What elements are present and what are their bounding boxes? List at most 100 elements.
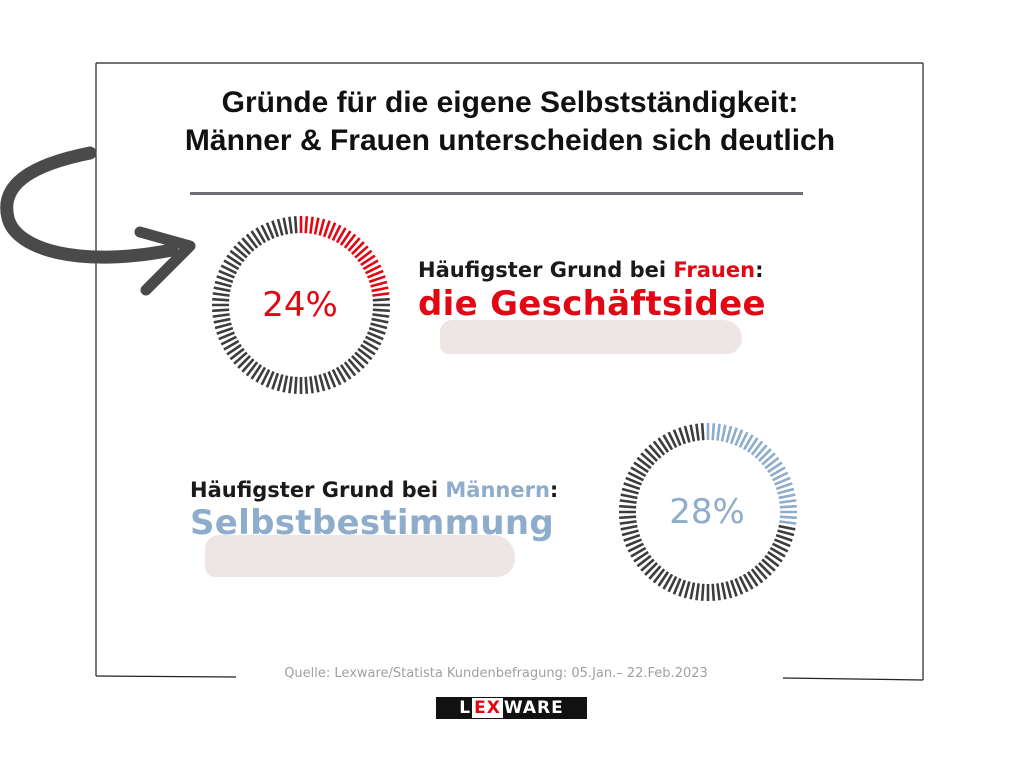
donut-segment-rest-women xyxy=(354,351,369,365)
donut-segment-rest-men xyxy=(695,583,700,601)
donut-segment-rest-women xyxy=(293,376,298,394)
donut-segment-value-men xyxy=(729,427,738,445)
heading-men: Häufigster Grund bei Männern: xyxy=(190,478,558,502)
donut-segment-rest-women xyxy=(372,313,390,318)
donut-segment-rest-men xyxy=(619,499,637,504)
logo-part-3: WARE xyxy=(503,698,564,718)
donut-segment-rest-men xyxy=(769,546,786,558)
donut-segment-rest-women xyxy=(271,372,280,390)
title-divider xyxy=(190,192,803,195)
donut-segment-rest-men xyxy=(742,573,754,590)
donut-segment-value-women xyxy=(335,227,347,244)
donut-segment-rest-men xyxy=(621,529,639,537)
donut-segment-rest-men xyxy=(678,427,687,445)
donut-segment-value-women xyxy=(360,254,376,267)
donut-segment-value-men xyxy=(734,429,744,446)
donut-segment-rest-women xyxy=(214,322,232,330)
donut-segment-rest-women xyxy=(350,354,365,369)
donut-segment-rest-women xyxy=(265,371,275,388)
donut-segment-value-men xyxy=(742,434,754,451)
donut-segment-rest-women xyxy=(245,233,259,249)
donut-segment-rest-women xyxy=(229,347,245,361)
donut-segment-value-women xyxy=(350,241,365,256)
donut-segment-rest-women xyxy=(218,269,235,279)
donut-segment-rest-men xyxy=(672,429,682,446)
heading-men-suffix: : xyxy=(549,478,559,502)
donut-segment-rest-men xyxy=(644,448,659,463)
donut-segment-rest-women xyxy=(271,220,280,238)
donut-segment-value-women xyxy=(309,216,314,234)
donut-segment-value-women xyxy=(354,245,369,259)
donut-segment-value-men xyxy=(764,456,780,470)
donut-segment-rest-men xyxy=(754,565,768,580)
reason-men: Selbstbestimmung xyxy=(190,503,554,543)
donut-segment-rest-men xyxy=(648,565,662,580)
donut-segment-rest-men xyxy=(711,583,716,601)
donut-segment-value-women xyxy=(362,259,379,271)
donut-segment-rest-men xyxy=(716,583,721,601)
donut-segment-rest-men xyxy=(734,578,744,595)
donut-segment-value-men xyxy=(738,431,749,449)
donut-segment-rest-women xyxy=(223,339,240,351)
source-note: Quelle: Lexware/Statista Kundenbefragung… xyxy=(284,666,708,681)
donut-segment-value-men xyxy=(746,437,759,453)
brush-highlight-men xyxy=(205,535,515,577)
lexware-logo: L EX WARE xyxy=(436,697,587,719)
donut-segment-rest-women xyxy=(216,275,234,284)
donut-segment-rest-men xyxy=(689,582,696,600)
heading-women-prefix: Häufigster Grund bei xyxy=(418,258,674,282)
donut-segment-rest-men xyxy=(764,554,780,568)
donut-segment-rest-men xyxy=(775,533,793,542)
donut-segment-rest-women xyxy=(250,230,263,246)
donut-segment-rest-women xyxy=(357,347,373,361)
donut-segment-rest-women xyxy=(265,222,275,239)
donut-segment-value-men xyxy=(720,424,727,442)
donut-segment-rest-women xyxy=(237,241,252,256)
donut-segment-rest-women xyxy=(360,343,376,356)
donut-segment-rest-women xyxy=(309,376,314,394)
donut-segment-value-men xyxy=(774,476,791,486)
donut-segment-rest-women xyxy=(260,368,271,386)
donut-segment-value-men xyxy=(778,493,796,500)
donut-segment-rest-women xyxy=(276,218,284,236)
donut-segment-rest-men xyxy=(667,575,678,593)
donut-segment-value-men xyxy=(779,515,797,520)
donut-segment-value-women xyxy=(343,233,357,249)
donut-segment-rest-women xyxy=(276,374,284,392)
donut-segment-rest-women xyxy=(241,237,255,252)
donut-segment-value-men xyxy=(779,499,797,504)
donut-segment-rest-men xyxy=(627,471,645,482)
donut-segment-rest-men xyxy=(657,571,670,587)
donut-segment-rest-women xyxy=(241,358,255,373)
donut-segment-value-women xyxy=(327,222,337,239)
donut-segment-rest-women xyxy=(293,216,298,234)
donut-segment-rest-women xyxy=(288,216,293,234)
donut-segment-rest-men xyxy=(627,542,645,553)
donut-segment-rest-women xyxy=(223,259,240,271)
donut-segment-rest-men xyxy=(640,452,655,466)
donut-segments-men xyxy=(619,423,797,601)
donut-segment-rest-men xyxy=(619,520,637,525)
donut-segment-rest-women xyxy=(255,227,267,244)
donut-segment-rest-men xyxy=(746,571,759,587)
donut-segment-value-men xyxy=(761,452,776,466)
donut-segment-rest-women xyxy=(255,366,267,383)
donut-segment-rest-men xyxy=(621,487,639,495)
title-line-1: Gründe für die eigene Selbstständigkeit: xyxy=(221,86,799,119)
donut-segment-rest-women xyxy=(322,372,331,390)
donut-segment-rest-men xyxy=(725,581,733,599)
donut-segment-value-women xyxy=(367,269,384,279)
donut-segment-rest-women xyxy=(343,361,357,377)
brush-highlight-women xyxy=(440,320,742,354)
donut-segment-rest-women xyxy=(229,249,245,263)
donut-segment-value-women xyxy=(304,216,309,234)
donut-segment-rest-men xyxy=(652,568,666,584)
donut-segment-value-men xyxy=(777,487,795,495)
donut-segment-rest-women xyxy=(364,335,382,346)
donut-segment-rest-men xyxy=(623,533,641,542)
donut-segment-value-men xyxy=(716,423,721,441)
donut-segment-rest-men xyxy=(625,538,642,548)
donut-segment-rest-women xyxy=(347,358,361,373)
donut-segment-rest-women xyxy=(216,326,234,335)
